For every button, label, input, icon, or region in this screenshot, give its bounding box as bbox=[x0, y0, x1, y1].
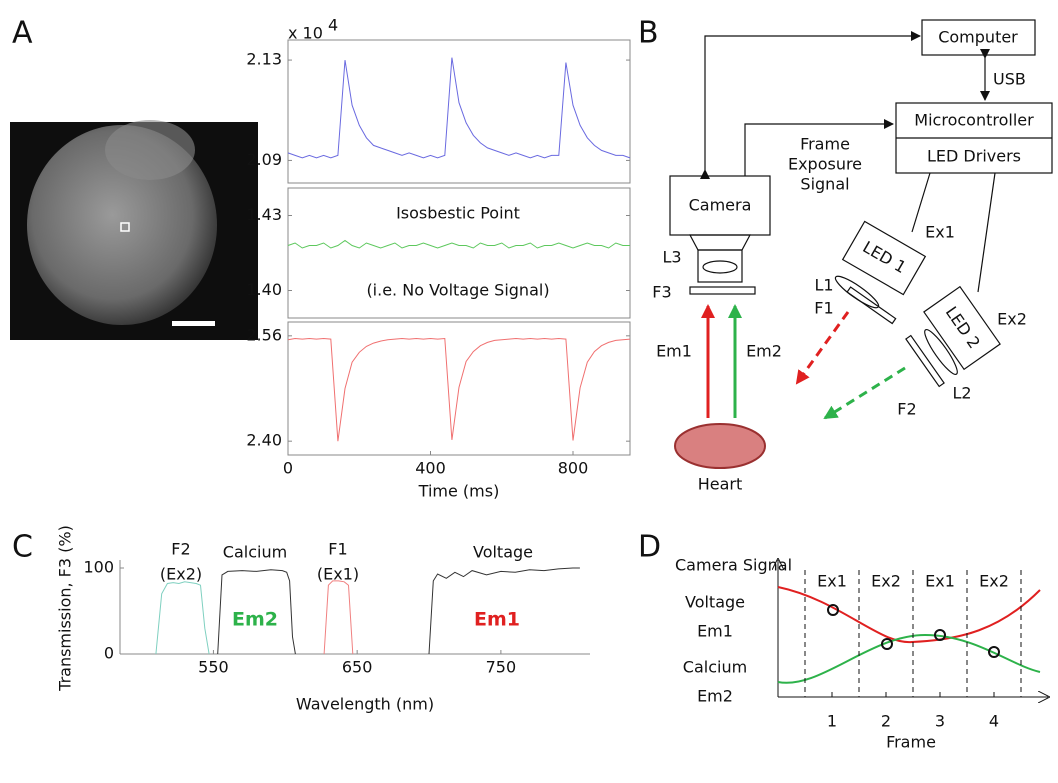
annotation: Isosbestic Point bbox=[396, 204, 520, 223]
label: USB bbox=[993, 70, 1026, 89]
frame-label: Ex2 bbox=[871, 572, 901, 591]
axis-label: Camera Signal bbox=[675, 556, 792, 575]
filter-f3 bbox=[690, 287, 755, 294]
filter-f1 bbox=[847, 287, 895, 323]
x-tick-label: 400 bbox=[415, 459, 446, 478]
label: Microcontroller bbox=[914, 111, 1034, 130]
x-tick-label: 3 bbox=[935, 712, 945, 731]
frame-label: Ex1 bbox=[925, 572, 955, 591]
label: Em2 bbox=[746, 342, 782, 361]
annotation: Em1 bbox=[474, 609, 520, 631]
data-line bbox=[288, 58, 630, 158]
series-label: Voltage bbox=[473, 543, 533, 562]
label: F2 bbox=[897, 400, 916, 419]
annotation: Em2 bbox=[232, 609, 278, 631]
panel-label: B bbox=[638, 16, 659, 51]
label: Heart bbox=[698, 475, 743, 494]
y-tick-label: 1.43 bbox=[246, 205, 282, 224]
x-tick-label: 650 bbox=[342, 658, 373, 677]
voltage-curve bbox=[778, 587, 1040, 642]
panel-label: A bbox=[12, 16, 33, 51]
label: Signal bbox=[800, 175, 849, 194]
objective bbox=[698, 250, 742, 282]
label: L3 bbox=[662, 248, 681, 267]
x-tick-label: 0 bbox=[283, 459, 293, 478]
annotation: (Ex1) bbox=[317, 565, 359, 584]
label: LED 2 bbox=[942, 303, 984, 352]
lens-l3 bbox=[703, 261, 737, 273]
y-tick-label: 2.13 bbox=[246, 50, 282, 69]
panel-label: D bbox=[638, 530, 661, 565]
annotation: (Ex2) bbox=[160, 565, 202, 584]
plot-frame bbox=[288, 40, 630, 183]
panel-label: C bbox=[12, 530, 33, 565]
label: Em1 bbox=[656, 342, 692, 361]
data-line bbox=[288, 241, 630, 249]
frame-label: Ex2 bbox=[979, 572, 1009, 591]
data-line bbox=[288, 339, 630, 442]
series-label: F2 bbox=[171, 540, 190, 559]
x-tick-label: 4 bbox=[989, 712, 999, 731]
y-scale-label: x 10 bbox=[288, 24, 323, 43]
x-tick-label: 550 bbox=[198, 658, 229, 677]
lens-l2 bbox=[921, 326, 962, 377]
filter-f2 bbox=[906, 336, 944, 387]
series-label: F1 bbox=[328, 540, 347, 559]
lens-mount bbox=[690, 235, 750, 250]
label: L1 bbox=[814, 276, 833, 295]
x-tick-label: 1 bbox=[827, 712, 837, 731]
data-line bbox=[324, 581, 353, 654]
y-tick-label: 100 bbox=[83, 558, 114, 577]
label: Frame bbox=[800, 135, 850, 154]
heart bbox=[675, 424, 765, 468]
y-tick-label: 2.09 bbox=[246, 150, 282, 169]
excitation-1 bbox=[797, 312, 848, 383]
row-label: Em1 bbox=[697, 622, 733, 641]
label: Computer bbox=[938, 28, 1018, 47]
row-label: Calcium bbox=[683, 658, 747, 677]
label: Ex2 bbox=[997, 310, 1027, 329]
x-axis-label: Wavelength (nm) bbox=[296, 695, 434, 714]
excitation-2 bbox=[825, 368, 905, 418]
axis-label: Frame bbox=[886, 733, 936, 752]
label: L2 bbox=[952, 384, 971, 403]
figure: A B C D Computer USB Microcontroller LED… bbox=[0, 0, 1058, 783]
data-line bbox=[156, 582, 209, 654]
y-tick-label: 2.56 bbox=[246, 325, 282, 344]
y-tick-label: 0 bbox=[104, 644, 114, 663]
heart-image bbox=[10, 120, 258, 340]
label: Camera bbox=[689, 196, 752, 215]
y-tick-label: 1.40 bbox=[246, 280, 282, 299]
row-label: Em2 bbox=[697, 687, 733, 706]
y-tick-label: 2.40 bbox=[246, 431, 282, 450]
y-axis-label: Transmission, F3 (%) bbox=[56, 525, 75, 692]
y-scale-exponent: 4 bbox=[328, 16, 338, 35]
wire bbox=[978, 173, 995, 292]
label: F3 bbox=[652, 283, 671, 302]
label: Exposure bbox=[788, 155, 862, 174]
label: F1 bbox=[814, 299, 833, 318]
row-label: Voltage bbox=[685, 593, 745, 612]
frame-label: Ex1 bbox=[817, 572, 847, 591]
x-axis-label: Time (ms) bbox=[418, 482, 500, 501]
label: LED Drivers bbox=[927, 147, 1021, 166]
series-label: Calcium bbox=[223, 543, 287, 562]
x-tick-label: 2 bbox=[881, 712, 891, 731]
label: Ex1 bbox=[925, 223, 955, 242]
x-tick-label: 800 bbox=[558, 459, 589, 478]
annotation: (i.e. No Voltage Signal) bbox=[366, 281, 549, 300]
x-tick-label: 750 bbox=[486, 658, 517, 677]
